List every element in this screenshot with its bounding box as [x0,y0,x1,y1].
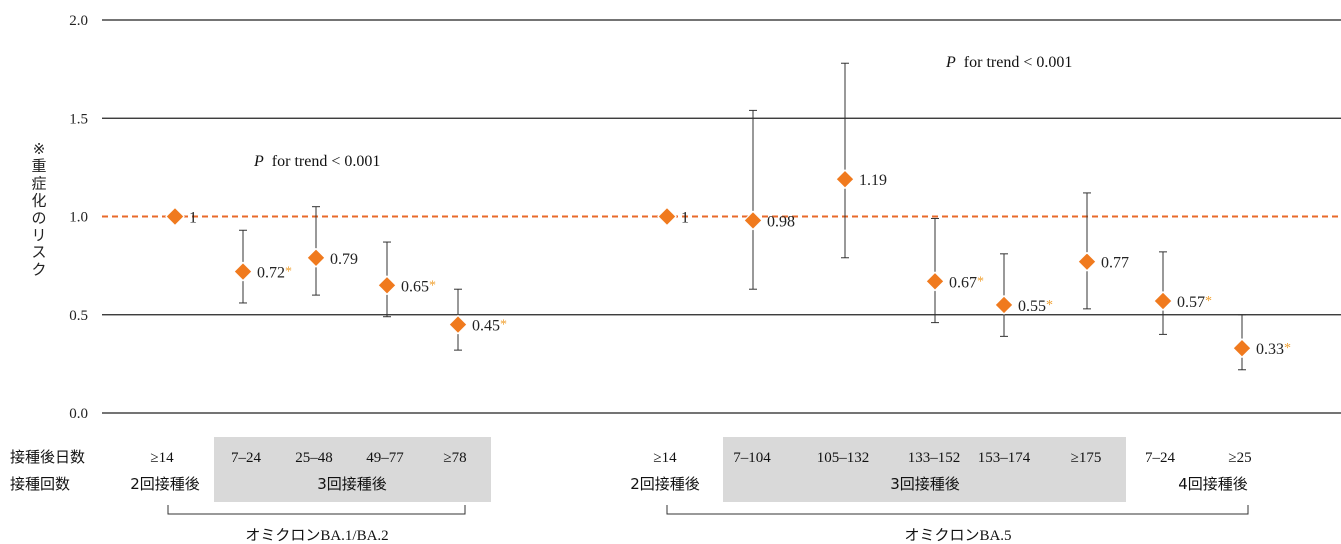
y-tick-label: 1.5 [69,111,88,127]
row-label-days: 接種後日数 [10,448,85,466]
shade-region-0 [214,437,491,502]
dose-label: 2回接種後 [630,475,700,493]
data-point-marker [233,261,253,282]
days-label: 7–24 [231,450,262,466]
group-bracket [666,505,1249,515]
days-label: 49–77 [366,450,404,466]
data-point-label: 0.72* [257,265,292,282]
shaded-regions [214,437,1126,502]
data-points [165,169,1252,359]
dose-label: 3回接種後 [317,475,387,493]
data-point-label: 0.33* [1256,341,1291,358]
data-point-label: 1.19 [859,172,887,189]
data-point-label: 0.79 [330,251,358,268]
y-axis-ticks: 0.0 0.5 1.0 1.5 2.0 [69,13,88,422]
days-label: ≥78 [443,450,466,466]
data-point-marker [994,295,1014,315]
days-label: 25–48 [295,450,333,466]
days-label: ≥175 [1071,450,1102,466]
days-label: ≥14 [653,450,677,466]
data-point-label: 0.67* [949,274,984,291]
dose-label: 4回接種後 [1178,475,1248,493]
days-label: 133–152 [908,450,961,466]
dose-labels: 2回接種後 3回接種後 2回接種後 3回接種後 4回接種後 [130,475,1248,493]
data-point-label: 0.57* [1177,294,1212,311]
grid-lines [102,19,1341,414]
data-point-marker [165,206,185,227]
days-label: 153–174 [978,450,1031,466]
days-labels: ≥14 7–24 25–48 49–77 ≥78 ≥14 7–104 105–132 133–1… [150,450,1251,466]
group-name-label: オミクロンBA.5 [904,527,1011,544]
days-label: ≥14 [150,450,174,466]
row-labels: 接種後日数 接種回数 [10,448,85,493]
y-tick-label: 0.5 [69,308,88,324]
y-tick-label: 1.0 [69,210,88,226]
days-label: ≥25 [1228,450,1251,466]
data-point-label: 0.98 [767,213,795,230]
data-point-marker [1077,251,1097,272]
data-point-marker [835,169,855,190]
data-point-label: 0.77 [1101,255,1129,272]
days-label: 7–104 [733,450,771,466]
data-point-marker [925,271,945,292]
row-label-doses: 接種回数 [10,475,70,493]
data-point-marker [1153,291,1173,311]
group-bracket [167,505,466,515]
dose-label: 3回接種後 [890,475,960,493]
data-point-label: 1 [189,210,197,227]
days-label: 7–24 [1145,450,1176,466]
data-point-label: 1 [681,210,689,227]
data-point-marker [657,206,677,227]
shade-region-1 [723,437,1126,502]
data-point-label: 0.55* [1018,298,1053,315]
data-point-marker [743,210,763,231]
data-point-marker [1232,338,1252,359]
days-label: 105–132 [817,450,870,466]
data-point-label: 0.45* [472,318,507,335]
y-tick-label: 0.0 [69,406,88,422]
data-point-label: 0.65* [401,278,436,295]
point-labels: 1 0.72* 0.79 0.65* 0.45* 1 0.98 1.19 0.67* 0.55* 0… [189,172,1291,358]
data-point-marker [377,275,397,296]
data-point-marker [306,247,326,268]
y-axis-label: ※重症化のリスク [31,140,46,278]
group-name-label: オミクロンBA.1/BA.2 [245,527,388,544]
y-tick-label: 2.0 [69,13,88,29]
group-brackets: オミクロンBA.1/BA.2 オミクロンBA.5 [167,505,1249,544]
data-point-marker [448,314,468,335]
dose-label: 2回接種後 [130,475,200,493]
